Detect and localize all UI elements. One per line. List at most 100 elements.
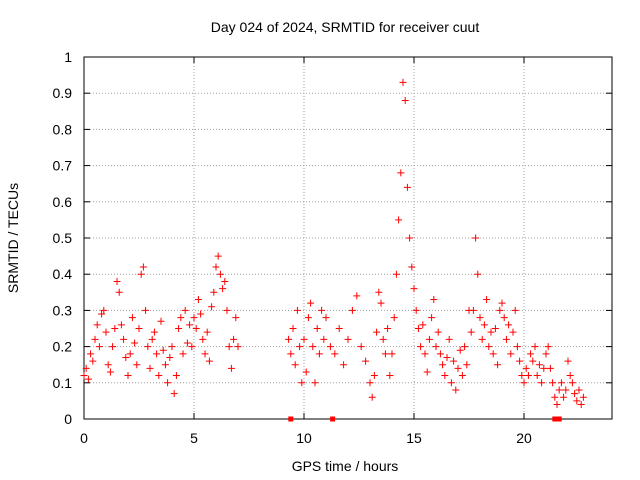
data-point xyxy=(289,325,297,332)
data-point xyxy=(403,183,411,191)
data-point xyxy=(304,314,312,322)
data-point xyxy=(368,393,376,401)
data-point xyxy=(95,343,103,351)
data-point xyxy=(509,328,517,336)
data-point xyxy=(386,372,394,380)
data-point xyxy=(128,314,136,322)
data-point xyxy=(557,379,565,387)
data-point xyxy=(166,353,174,361)
data-point xyxy=(524,372,532,380)
data-point xyxy=(227,364,235,372)
data-point xyxy=(553,401,561,409)
data-point xyxy=(377,299,385,307)
x-tick-label: 5 xyxy=(190,430,198,446)
data-point xyxy=(458,372,466,380)
data-point xyxy=(208,303,216,311)
zero-marker xyxy=(288,416,294,422)
data-point xyxy=(518,372,526,380)
data-point xyxy=(91,335,99,343)
data-point xyxy=(421,350,429,358)
data-point xyxy=(390,314,398,322)
data-point xyxy=(124,372,132,380)
data-point xyxy=(531,343,539,351)
data-point xyxy=(502,335,510,343)
x-tick-label: 0 xyxy=(80,430,88,446)
data-point xyxy=(399,78,407,86)
data-point xyxy=(366,379,374,387)
data-point xyxy=(298,379,306,387)
data-point xyxy=(469,306,477,314)
data-point xyxy=(219,285,227,293)
grid-lines xyxy=(84,57,612,419)
data-point xyxy=(529,357,537,365)
data-point xyxy=(560,393,568,401)
data-point xyxy=(122,353,130,361)
data-point xyxy=(172,372,180,380)
data-point xyxy=(115,288,123,296)
data-point xyxy=(417,343,425,351)
data-point xyxy=(197,310,205,318)
data-point xyxy=(170,390,178,398)
data-point xyxy=(84,375,92,383)
data-point xyxy=(520,379,528,387)
data-point xyxy=(542,350,550,358)
data-point xyxy=(544,343,552,351)
data-point xyxy=(467,328,475,336)
data-point xyxy=(150,328,158,336)
data-point xyxy=(93,321,101,329)
data-point xyxy=(480,321,488,329)
data-point xyxy=(562,386,570,394)
data-point xyxy=(318,306,326,314)
data-point xyxy=(454,364,462,372)
data-point xyxy=(555,386,563,394)
data-point xyxy=(423,368,431,376)
data-point xyxy=(335,325,343,332)
data-point xyxy=(353,292,361,300)
data-point xyxy=(505,321,513,329)
data-point xyxy=(362,357,370,365)
data-point xyxy=(102,328,110,336)
data-point xyxy=(573,397,581,405)
data-point xyxy=(205,357,213,365)
data-point xyxy=(577,401,585,409)
data-point xyxy=(419,321,427,329)
data-point xyxy=(579,393,587,401)
data-point xyxy=(485,343,493,351)
y-tick-label: 0.4 xyxy=(53,266,73,282)
data-point xyxy=(549,379,557,387)
data-point xyxy=(478,335,486,343)
data-point xyxy=(456,346,464,354)
data-point xyxy=(175,325,183,332)
data-point xyxy=(513,343,521,351)
data-point xyxy=(225,343,233,351)
data-point xyxy=(111,325,119,332)
data-point xyxy=(379,335,387,343)
data-point xyxy=(496,306,504,314)
data-point xyxy=(100,306,108,314)
data-point xyxy=(516,357,524,365)
data-point xyxy=(315,350,323,358)
data-point xyxy=(296,343,304,351)
y-tick-label: 0 xyxy=(64,411,72,427)
data-point xyxy=(98,310,106,318)
y-tick-label: 0.1 xyxy=(53,375,73,391)
data-point xyxy=(450,357,458,365)
data-point xyxy=(487,328,495,336)
data-point xyxy=(181,306,189,314)
chart-title: Day 024 of 2024, SRMTID for receiver cuu… xyxy=(211,19,480,35)
x-tick-label: 15 xyxy=(406,430,422,446)
data-point xyxy=(494,361,502,369)
data-point xyxy=(511,306,519,314)
data-point xyxy=(498,299,506,307)
data-point xyxy=(80,372,88,380)
y-tick-label: 0.6 xyxy=(53,194,73,210)
data-point xyxy=(428,314,436,322)
data-point xyxy=(234,343,242,351)
data-point xyxy=(144,343,152,351)
data-point xyxy=(131,339,139,347)
data-point xyxy=(223,306,231,314)
data-point xyxy=(436,350,444,358)
data-point xyxy=(425,335,433,343)
data-point xyxy=(566,372,574,380)
data-point xyxy=(331,350,339,358)
